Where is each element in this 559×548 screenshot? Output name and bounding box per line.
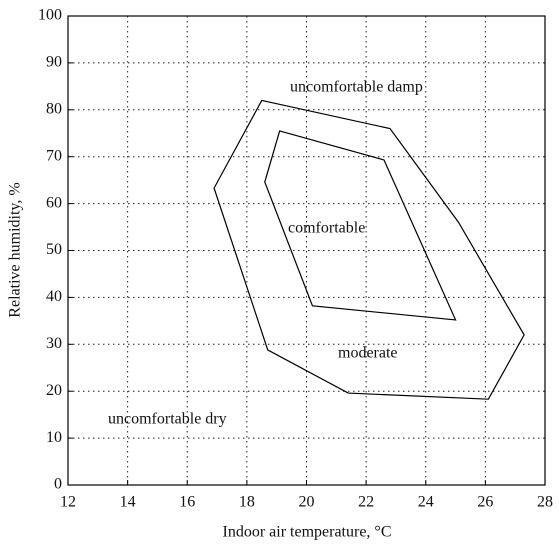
x-tick-label: 28 [537, 494, 553, 511]
y-tick-label: 50 [46, 241, 62, 258]
x-tick-label: 22 [358, 494, 374, 511]
annotation: moderate [338, 345, 398, 362]
y-tick-label: 80 [46, 100, 62, 117]
polygon-line [213, 99, 525, 400]
x-tick-label: 24 [418, 494, 434, 511]
x-tick-label: 20 [299, 494, 315, 511]
annotation: comfortable [288, 220, 365, 237]
y-tick-label: 100 [38, 7, 62, 24]
y-tick-label: 20 [46, 382, 62, 399]
x-axis-label: Indoor air temperature, °C [223, 524, 392, 541]
x-tick-label: 18 [239, 494, 255, 511]
annotation: uncomfortable dry [108, 411, 227, 428]
y-tick-label: 0 [54, 476, 62, 493]
y-tick-label: 90 [46, 54, 62, 71]
plot-frame [67, 15, 546, 486]
x-tick-label: 16 [179, 494, 195, 511]
annotation: uncomfortable damp [290, 79, 423, 96]
x-tick-label: 14 [120, 494, 136, 511]
polygon-line [264, 130, 457, 321]
y-tick-label: 60 [46, 194, 62, 211]
y-axis-label: Relative humidity, % [7, 182, 24, 317]
y-tick-label: 70 [46, 147, 62, 164]
x-tick-label: 26 [477, 494, 493, 511]
y-tick-label: 10 [46, 429, 62, 446]
y-tick-label: 40 [46, 288, 62, 305]
x-tick-label: 12 [60, 494, 76, 511]
y-tick-label: 30 [46, 335, 62, 352]
